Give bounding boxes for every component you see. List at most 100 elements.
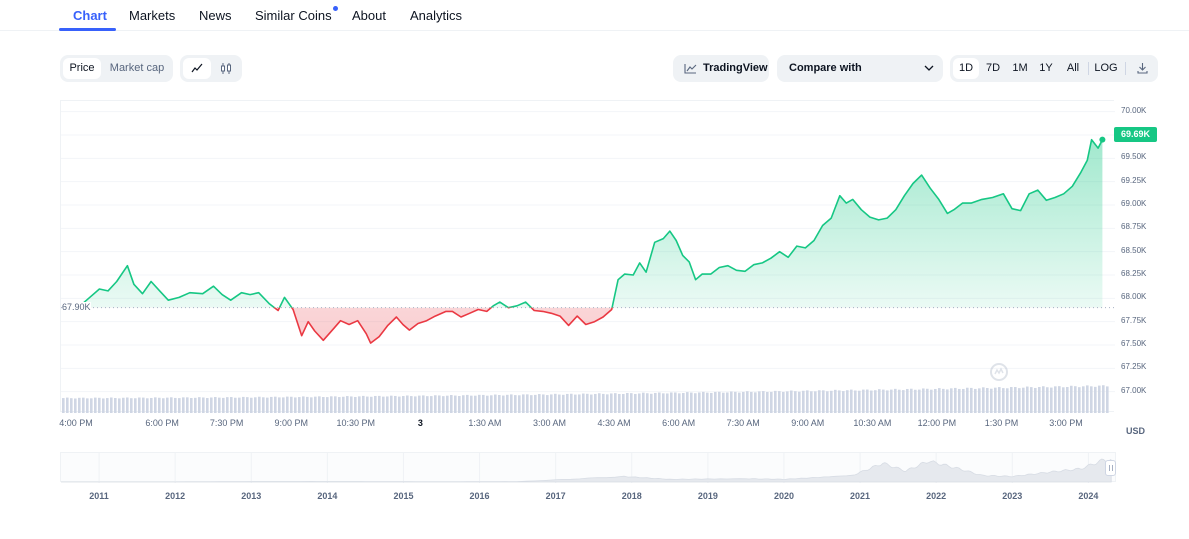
volume-bar — [442, 396, 445, 413]
volume-bar — [1026, 386, 1029, 413]
volume-bar — [626, 393, 629, 413]
volume-bar — [1106, 386, 1109, 413]
volume-bar — [574, 394, 577, 413]
notification-dot-icon — [332, 6, 338, 11]
volume-bar — [250, 397, 253, 413]
market-cap-toggle-button[interactable]: Market cap — [109, 62, 165, 74]
volume-bar — [914, 389, 917, 413]
volume-bar — [726, 392, 729, 413]
volume-bar — [146, 398, 149, 413]
volume-bar — [722, 392, 725, 413]
volume-bar — [822, 390, 825, 413]
volume-bar — [122, 397, 125, 413]
tab-chart[interactable]: Chart — [73, 8, 107, 23]
volume-bar — [1014, 387, 1017, 413]
download-button[interactable] — [1132, 58, 1152, 79]
volume-bar — [926, 388, 929, 413]
range-7d-button[interactable]: 7D — [985, 62, 1001, 74]
volume-bar — [990, 388, 993, 413]
volume-bar — [966, 387, 969, 413]
volume-bar — [770, 391, 773, 413]
tab-news[interactable]: News — [199, 8, 232, 23]
volume-bar — [1038, 387, 1041, 413]
volume-bar — [190, 398, 193, 413]
volume-bar — [662, 393, 665, 413]
tradingview-button[interactable]: TradingView — [673, 55, 769, 82]
price-chart[interactable] — [61, 101, 1115, 413]
volume-bar — [550, 394, 553, 413]
navigator-year-label: 2023 — [1002, 491, 1023, 501]
volume-bar — [978, 388, 981, 413]
x-tick-label: 7:30 AM — [726, 418, 760, 428]
volume-bar — [942, 388, 945, 413]
log-scale-button[interactable]: LOG — [1094, 62, 1118, 74]
volume-bar — [554, 393, 557, 413]
volume-bar — [150, 397, 153, 413]
tab-analytics[interactable]: Analytics — [410, 8, 463, 23]
x-tick-label: 12:00 PM — [917, 418, 957, 428]
volume-bar — [382, 396, 385, 413]
volume-bar — [278, 397, 281, 413]
y-tick-label: 70.00K — [1121, 105, 1147, 115]
x-tick-label: 6:00 AM — [662, 418, 696, 428]
volume-bar — [346, 396, 349, 413]
volume-bar — [782, 391, 785, 413]
volume-bar — [310, 397, 313, 413]
candlestick-button[interactable] — [212, 58, 240, 79]
y-tick-label: 67.50K — [1121, 339, 1147, 348]
navigator-drag-handle[interactable] — [1105, 460, 1116, 476]
volume-bar — [98, 397, 101, 413]
range-all-button[interactable]: All — [1066, 62, 1080, 74]
volume-bar — [434, 395, 437, 413]
volume-bar — [834, 389, 837, 413]
price-toggle-button[interactable]: Price — [63, 58, 101, 79]
volume-bar — [1078, 387, 1081, 413]
volume-bar — [594, 393, 597, 413]
volume-bar — [642, 392, 645, 413]
navigator-history-area — [61, 458, 1112, 483]
range-1m-button[interactable]: 1M — [1012, 62, 1028, 74]
volume-bar — [1066, 387, 1069, 413]
range-1y-button[interactable]: 1Y — [1039, 62, 1053, 74]
volume-bar — [218, 397, 221, 413]
volume-bar — [954, 387, 957, 413]
price-chart-area[interactable] — [60, 100, 1115, 413]
volume-bar — [478, 394, 481, 413]
volume-bar — [94, 397, 97, 413]
tab-about[interactable]: About — [352, 8, 386, 23]
history-navigator[interactable] — [60, 452, 1116, 483]
volume-bar — [414, 396, 417, 413]
tradingview-chart-icon — [684, 64, 697, 74]
volume-bar — [810, 391, 813, 413]
volume-bar — [946, 389, 949, 413]
navigator-year-label: 2022 — [926, 491, 947, 501]
volume-bar — [570, 393, 573, 413]
range-1d-button[interactable]: 1D — [953, 58, 979, 79]
volume-bar — [930, 389, 933, 413]
tab-similar-coins[interactable]: Similar Coins — [255, 6, 338, 23]
y-tick-label: 69.50K — [1121, 152, 1147, 162]
volume-bar — [406, 395, 409, 413]
compare-with-dropdown[interactable]: Compare with — [777, 55, 943, 82]
volume-bar — [918, 389, 921, 413]
tab-markets[interactable]: Markets — [129, 8, 176, 23]
navigator-year-label: 2020 — [773, 491, 794, 501]
volume-bar — [630, 393, 633, 413]
volume-bar — [450, 395, 453, 413]
volume-bar — [690, 392, 693, 413]
y-tick-label: 69.00K — [1121, 199, 1147, 208]
volume-bar — [214, 397, 217, 413]
volume-bar — [350, 396, 353, 413]
navigator-year-label: 2021 — [850, 491, 871, 501]
volume-bar — [934, 388, 937, 413]
line-chart-button[interactable] — [183, 58, 211, 79]
price-marketcap-toggle: Price Market cap — [60, 55, 173, 82]
volume-bar — [334, 396, 337, 413]
tab-bar: Chart Markets News Similar Coins About A… — [0, 0, 1189, 31]
volume-bar — [590, 394, 593, 413]
volume-bar — [1046, 387, 1049, 413]
volume-bar — [462, 395, 465, 413]
volume-bar — [542, 394, 545, 413]
volume-bar — [730, 391, 733, 413]
volume-bar — [378, 395, 381, 413]
